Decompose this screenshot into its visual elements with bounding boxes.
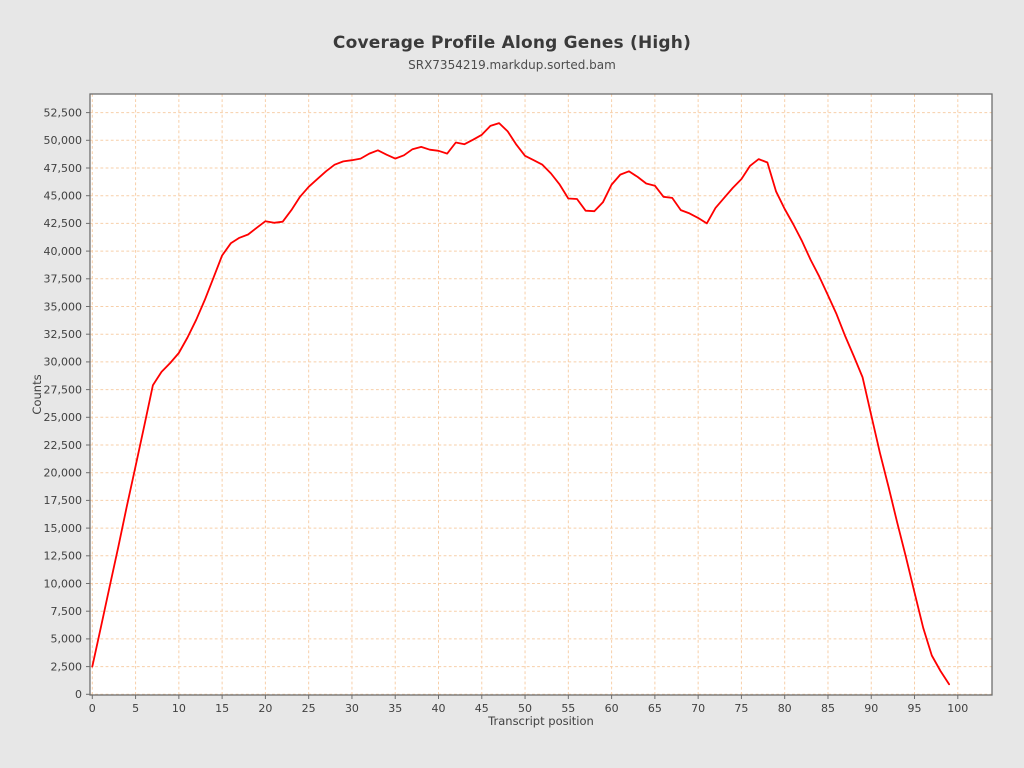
y-tick-label: 10,000 bbox=[44, 577, 83, 590]
x-tick-label: 0 bbox=[89, 702, 96, 715]
y-tick-label: 7,500 bbox=[51, 605, 83, 618]
y-tick-label: 15,000 bbox=[44, 522, 83, 535]
chart-subtitle: SRX7354219.markdup.sorted.bam bbox=[408, 58, 616, 72]
x-tick-label: 95 bbox=[908, 702, 922, 715]
y-tick-label: 30,000 bbox=[44, 356, 83, 369]
x-tick-label: 35 bbox=[388, 702, 402, 715]
y-tick-label: 22,500 bbox=[44, 439, 83, 452]
x-tick-label: 60 bbox=[605, 702, 619, 715]
x-tick-label: 70 bbox=[691, 702, 705, 715]
x-tick-label: 10 bbox=[172, 702, 186, 715]
y-tick-label: 45,000 bbox=[44, 190, 83, 203]
y-tick-label: 52,500 bbox=[44, 106, 83, 119]
chart-title: Coverage Profile Along Genes (High) bbox=[332, 33, 692, 53]
y-tick-label: 25,000 bbox=[44, 411, 83, 424]
x-tick-label: 65 bbox=[648, 702, 662, 715]
y-tick-label: 47,500 bbox=[44, 162, 83, 175]
x-tick-label: 5 bbox=[132, 702, 139, 715]
x-tick-label: 55 bbox=[561, 702, 575, 715]
x-tick-label: 30 bbox=[345, 702, 359, 715]
y-tick-label: 5,000 bbox=[51, 633, 83, 646]
y-tick-label: 42,500 bbox=[44, 217, 83, 230]
plot-area bbox=[90, 94, 992, 695]
y-tick-label: 0 bbox=[75, 688, 82, 701]
y-tick-label: 40,000 bbox=[44, 245, 83, 258]
x-tick-label: 45 bbox=[475, 702, 489, 715]
x-tick-label: 85 bbox=[821, 702, 835, 715]
y-tick-label: 37,500 bbox=[44, 273, 83, 286]
x-tick-label: 25 bbox=[302, 702, 316, 715]
x-tick-label: 20 bbox=[258, 702, 272, 715]
tick-labels: 0 5 10 15 20 25 30 35 40 45 50 55 60 65 70 75 80 85 90 95 10… bbox=[44, 106, 969, 715]
x-tick-label: 75 bbox=[734, 702, 748, 715]
y-tick-label: 20,000 bbox=[44, 467, 83, 480]
y-tick-label: 2,500 bbox=[51, 660, 83, 673]
x-tick-label: 40 bbox=[432, 702, 446, 715]
y-tick-label: 32,500 bbox=[44, 328, 83, 341]
coverage-series-line bbox=[91, 122, 950, 686]
axis-ticks bbox=[86, 112, 959, 699]
x-tick-label: 15 bbox=[215, 702, 229, 715]
x-axis-label: Transcript position bbox=[487, 714, 594, 728]
x-tick-label: 100 bbox=[947, 702, 968, 715]
y-tick-label: 35,000 bbox=[44, 300, 83, 313]
y-tick-label: 50,000 bbox=[44, 134, 83, 147]
x-tick-label: 50 bbox=[518, 702, 532, 715]
y-tick-label: 17,500 bbox=[44, 494, 83, 507]
y-tick-label: 27,500 bbox=[44, 383, 83, 396]
y-tick-label: 12,500 bbox=[44, 550, 83, 563]
plot-border bbox=[89, 93, 993, 696]
x-tick-label: 90 bbox=[864, 702, 878, 715]
y-axis-label: Counts bbox=[30, 374, 44, 414]
x-tick-label: 80 bbox=[778, 702, 792, 715]
